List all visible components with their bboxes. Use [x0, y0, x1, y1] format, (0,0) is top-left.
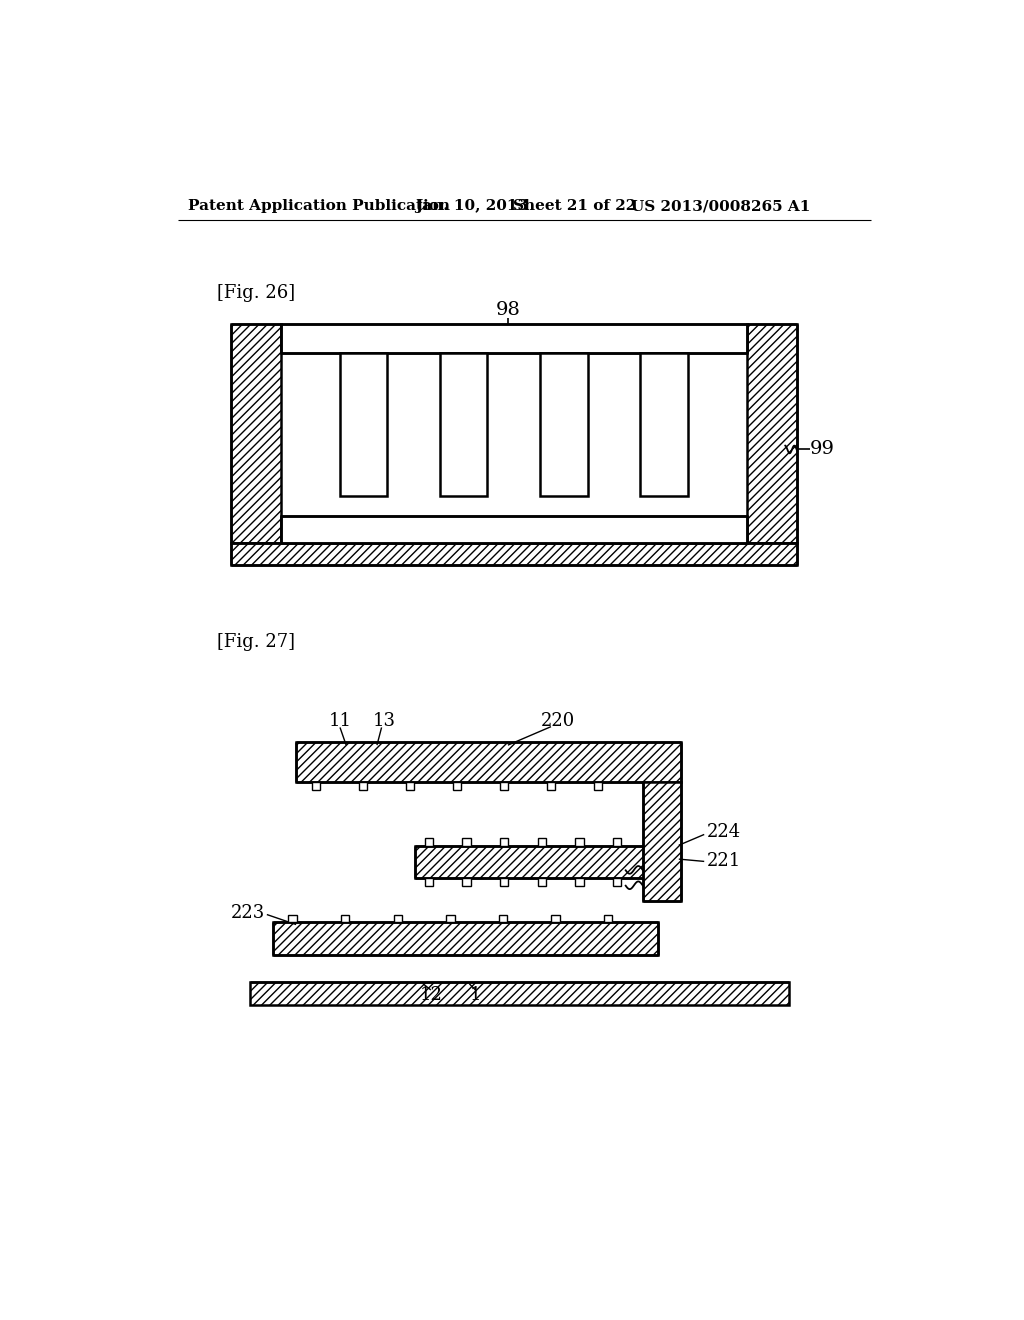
- Bar: [296, 781, 416, 846]
- Bar: [439, 354, 487, 496]
- Bar: [643, 781, 681, 902]
- Bar: [594, 781, 602, 789]
- Bar: [230, 544, 797, 565]
- Bar: [547, 781, 555, 789]
- Bar: [538, 878, 546, 886]
- Bar: [406, 781, 414, 789]
- Bar: [500, 781, 508, 789]
- Text: 12: 12: [420, 986, 442, 1005]
- Bar: [462, 878, 471, 886]
- Bar: [604, 915, 612, 923]
- Text: 13: 13: [373, 711, 396, 730]
- Text: 1: 1: [470, 986, 481, 1005]
- Bar: [273, 923, 658, 954]
- Bar: [393, 915, 402, 923]
- Bar: [340, 354, 387, 496]
- Bar: [453, 781, 461, 789]
- Text: Jan. 10, 2013: Jan. 10, 2013: [416, 199, 528, 213]
- Bar: [296, 742, 681, 781]
- Text: 221: 221: [707, 853, 740, 870]
- Bar: [416, 878, 658, 923]
- Bar: [425, 838, 433, 846]
- Text: Patent Application Publication: Patent Application Publication: [188, 199, 451, 213]
- Bar: [540, 354, 588, 496]
- Bar: [281, 323, 746, 354]
- Bar: [358, 781, 367, 789]
- Text: 11: 11: [329, 711, 351, 730]
- Text: 223: 223: [231, 904, 265, 921]
- Bar: [462, 838, 471, 846]
- Bar: [416, 846, 658, 878]
- Bar: [341, 915, 349, 923]
- Bar: [575, 878, 584, 886]
- Bar: [551, 915, 560, 923]
- Text: [Fig. 26]: [Fig. 26]: [217, 284, 295, 302]
- Text: 224: 224: [707, 824, 740, 841]
- Bar: [746, 323, 797, 544]
- Bar: [612, 878, 622, 886]
- Text: 220: 220: [541, 711, 575, 730]
- Bar: [446, 915, 455, 923]
- Bar: [500, 878, 508, 886]
- Bar: [250, 982, 788, 1006]
- Text: 99: 99: [810, 441, 835, 458]
- Bar: [640, 354, 688, 496]
- Text: [Fig. 27]: [Fig. 27]: [217, 634, 295, 651]
- Bar: [500, 838, 508, 846]
- Bar: [281, 516, 746, 544]
- Bar: [425, 878, 433, 886]
- Bar: [230, 323, 281, 544]
- Bar: [575, 838, 584, 846]
- Bar: [612, 838, 622, 846]
- Bar: [499, 915, 507, 923]
- Text: Sheet 21 of 22: Sheet 21 of 22: [513, 199, 637, 213]
- Text: 98: 98: [496, 301, 520, 319]
- Text: US 2013/0008265 A1: US 2013/0008265 A1: [631, 199, 810, 213]
- Bar: [289, 915, 297, 923]
- Bar: [538, 838, 546, 846]
- Bar: [311, 781, 319, 789]
- Bar: [416, 781, 658, 846]
